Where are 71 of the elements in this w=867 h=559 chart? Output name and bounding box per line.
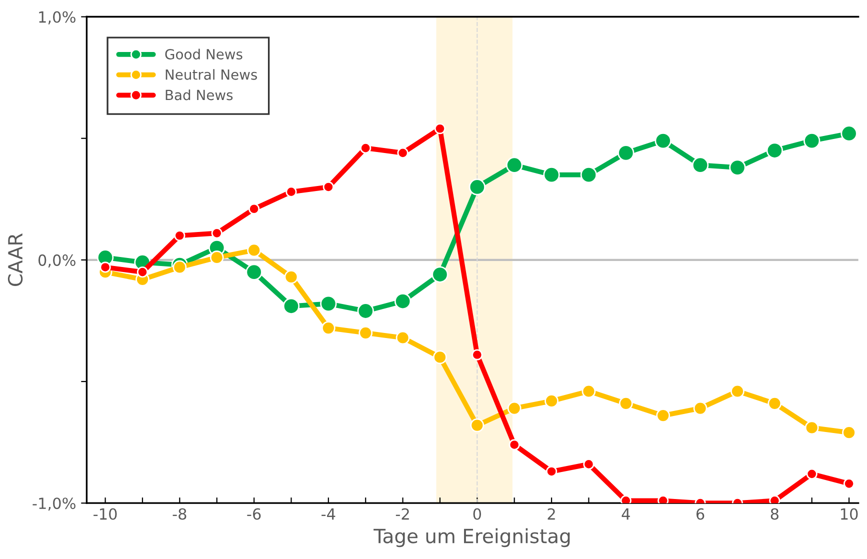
point	[100, 262, 111, 273]
y-tick-label: -1,0%	[32, 498, 76, 511]
point	[470, 418, 484, 432]
y-axis-title: CAAR	[8, 233, 23, 286]
point	[654, 132, 672, 150]
y-tick-label: 1,0%	[39, 11, 76, 24]
x-tick-label: -4	[322, 508, 336, 520]
point	[360, 142, 372, 154]
point	[806, 468, 818, 480]
x-tick-label: 8	[770, 508, 778, 520]
point	[840, 125, 858, 142]
point	[397, 147, 408, 158]
x-tick-label: -8	[172, 508, 186, 520]
point	[656, 408, 670, 423]
point	[172, 260, 187, 274]
point	[804, 132, 820, 150]
point	[618, 396, 633, 410]
point	[284, 270, 298, 284]
point	[507, 401, 522, 416]
x-tick-label: 10	[840, 508, 858, 520]
point	[582, 384, 596, 398]
point	[618, 144, 634, 162]
x-tick-label: 4	[622, 508, 630, 520]
x-tick-label: 0	[473, 508, 482, 520]
point	[211, 228, 222, 239]
point	[730, 384, 744, 398]
point	[692, 156, 709, 174]
x-tick-label: -6	[247, 508, 261, 520]
point	[282, 298, 300, 314]
x-tick-label: -2	[396, 508, 409, 520]
point	[210, 250, 224, 264]
point	[766, 142, 783, 159]
point	[320, 295, 337, 312]
point	[506, 156, 523, 174]
point	[357, 302, 374, 320]
legend-label: Good News	[165, 48, 242, 60]
point	[247, 243, 261, 258]
point	[693, 401, 708, 416]
point	[246, 264, 262, 280]
x-tick-label: 2	[548, 508, 555, 520]
point	[842, 426, 856, 440]
point	[394, 292, 412, 310]
point	[358, 326, 373, 340]
point	[286, 186, 297, 198]
x-tick-label: 6	[696, 508, 704, 520]
point	[472, 349, 483, 360]
legend-label: Bad News	[166, 89, 233, 100]
point	[583, 458, 594, 470]
point	[321, 321, 336, 335]
point	[432, 266, 448, 283]
point	[322, 181, 334, 193]
point	[546, 466, 558, 478]
point	[843, 478, 855, 490]
point	[508, 439, 520, 450]
x-axis-title: Tage um Ereignistag	[374, 528, 570, 548]
point	[468, 178, 486, 196]
point	[396, 330, 410, 345]
point	[433, 350, 447, 364]
point	[434, 123, 446, 134]
point	[804, 420, 819, 435]
x-tick-label: -10	[94, 508, 117, 520]
legend-label: Neutral News	[166, 69, 258, 80]
point	[174, 230, 186, 242]
y-tick-label: 0,0%	[38, 254, 76, 268]
point	[580, 166, 598, 184]
point	[543, 166, 560, 184]
point	[729, 159, 746, 176]
point	[544, 394, 558, 408]
point	[248, 203, 260, 214]
point	[136, 266, 148, 278]
point	[768, 396, 782, 410]
